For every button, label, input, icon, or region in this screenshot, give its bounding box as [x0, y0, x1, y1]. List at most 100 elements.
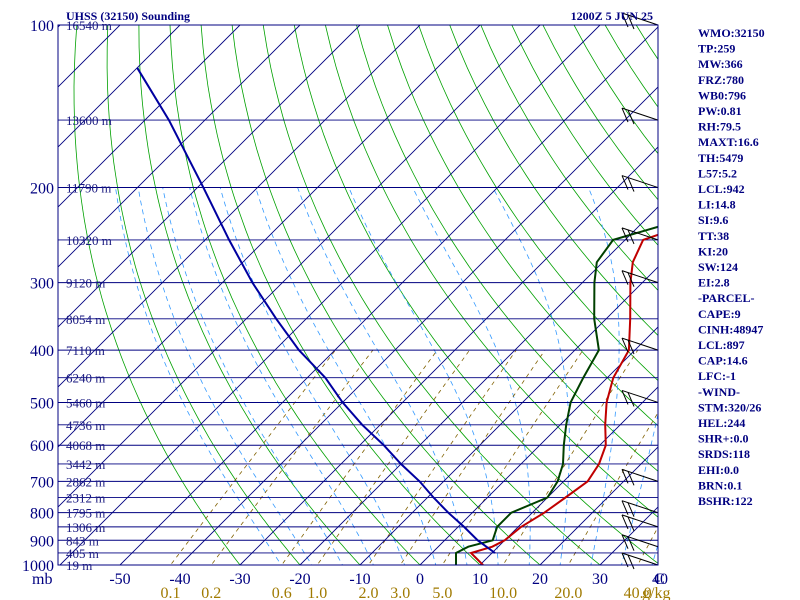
barb-feather: [627, 554, 635, 570]
mixing-ratio-line: [170, 349, 336, 565]
dry-adiabat: [106, 25, 301, 565]
dry-adiabat: [511, 25, 658, 246]
barb-feather: [627, 516, 635, 532]
isotherm: [58, 25, 361, 328]
wind-barbs: [621, 12, 659, 570]
index-entry: -WIND-: [698, 385, 740, 399]
wind-barb: [621, 175, 659, 192]
isotherm: [58, 25, 541, 508]
barb-feather: [627, 471, 635, 486]
mixing-ratio-line: [281, 349, 438, 565]
dry-adiabat: [73, 25, 241, 565]
height-label: 16540 m: [66, 18, 112, 33]
index-entry: CINH:48947: [698, 322, 763, 336]
moist-adiabat: [162, 187, 343, 565]
index-entry: BRN:0.1: [698, 478, 742, 492]
moist-adiabat: [348, 187, 499, 565]
dry-adiabat: [325, 25, 658, 518]
index-entry: STM:320/26: [698, 400, 761, 414]
plot-frame: [57, 24, 659, 566]
mixing-ratio-line: [502, 349, 639, 565]
moist-adiabat: [588, 187, 620, 565]
index-entry: L57:5.2: [698, 166, 737, 180]
index-entry: SHR+:0.0: [698, 432, 749, 446]
height-label: 13600 m: [66, 113, 112, 128]
height-label: 8054 m: [66, 312, 105, 327]
moist-adiabat: [297, 187, 468, 565]
pressure-label: 600: [30, 438, 54, 455]
index-entry: BSHR:122: [698, 494, 753, 508]
pressure-label: 700: [30, 474, 54, 491]
moist-adiabat: [189, 187, 374, 565]
isotherm: [299, 206, 658, 565]
height-label: 5460 m: [66, 395, 105, 410]
moist-adiabat: [219, 187, 406, 565]
mixing-ratio-label: 10.0: [489, 585, 517, 600]
isotherm: [419, 326, 658, 565]
pressure-label: 100: [30, 18, 54, 35]
moist-adiabat: [115, 187, 282, 565]
dewpoint-line: [455, 225, 658, 565]
index-entry: TH:5479: [698, 151, 743, 165]
index-entry: CAP:14.6: [698, 354, 748, 368]
dry-adiabat: [262, 25, 601, 565]
pressure-label: 300: [30, 276, 54, 293]
dry-adiabat: [418, 25, 658, 382]
index-entry: MW:366: [698, 57, 743, 71]
temperature-tick: 20: [532, 571, 548, 588]
wind-barb: [621, 107, 659, 125]
height-label: 2312 m: [66, 491, 105, 506]
isotherm: [58, 25, 301, 268]
barb-staff: [621, 468, 659, 482]
wind-barb: [621, 270, 659, 287]
barb-feather: [627, 272, 635, 287]
barb-feather: [627, 536, 635, 551]
temperature-tick: 10: [472, 571, 488, 588]
barb-feather: [621, 270, 629, 285]
wind-barb: [621, 337, 659, 355]
pressure-label: 200: [30, 181, 54, 198]
pressure-label: 800: [30, 506, 54, 523]
temperature-tick: 0: [416, 571, 424, 588]
parcel-line: [136, 67, 496, 554]
height-label: 1795 m: [66, 506, 105, 521]
index-entry: EI:2.8: [698, 276, 730, 290]
mixing-ratio-unit: g/kg: [642, 585, 670, 600]
height-label: 7110 m: [66, 343, 105, 358]
index-entry: SRDS:118: [698, 447, 750, 461]
height-label: 9120 m: [66, 276, 105, 291]
moist-adiabat: [137, 187, 313, 565]
barb-feather: [621, 175, 629, 190]
dry-adiabat: [356, 25, 658, 472]
pressure-label: 500: [30, 395, 54, 412]
dry-adiabat: [449, 25, 658, 336]
station-title: UHSS (32150) Sounding: [66, 9, 190, 23]
isotherm: [479, 386, 658, 565]
index-entry: FRZ:780: [698, 73, 744, 87]
mixing-ratio-label: 3.0: [390, 585, 410, 600]
wind-barb: [621, 500, 659, 517]
temperature-tick: 40: [652, 571, 668, 588]
barb-feather: [627, 177, 635, 192]
height-label: 405 m: [66, 546, 99, 561]
wind-barb: [621, 468, 659, 486]
dry-adiabat: [761, 25, 800, 576]
mixing-ratio-label: 0.6: [272, 585, 292, 600]
pressure-label: 1000: [22, 558, 54, 575]
barb-staff: [621, 107, 659, 121]
index-entry: TP:259: [698, 42, 735, 56]
dry-adiabat: [169, 25, 421, 565]
index-entry: WMO:32150: [698, 26, 765, 40]
index-entry: PW:0.81: [698, 104, 742, 118]
barb-feather: [621, 500, 629, 515]
dry-adiabat: [231, 25, 541, 565]
isotherm: [58, 25, 421, 388]
pressure-label: 400: [30, 343, 54, 360]
barb-feather: [621, 227, 629, 243]
height-label: 2862 m: [66, 474, 105, 489]
temperature-tick: -20: [289, 571, 310, 588]
wind-barb: [621, 514, 659, 532]
temperature-unit: C: [654, 571, 665, 588]
temperature-tick: 30: [592, 571, 608, 588]
